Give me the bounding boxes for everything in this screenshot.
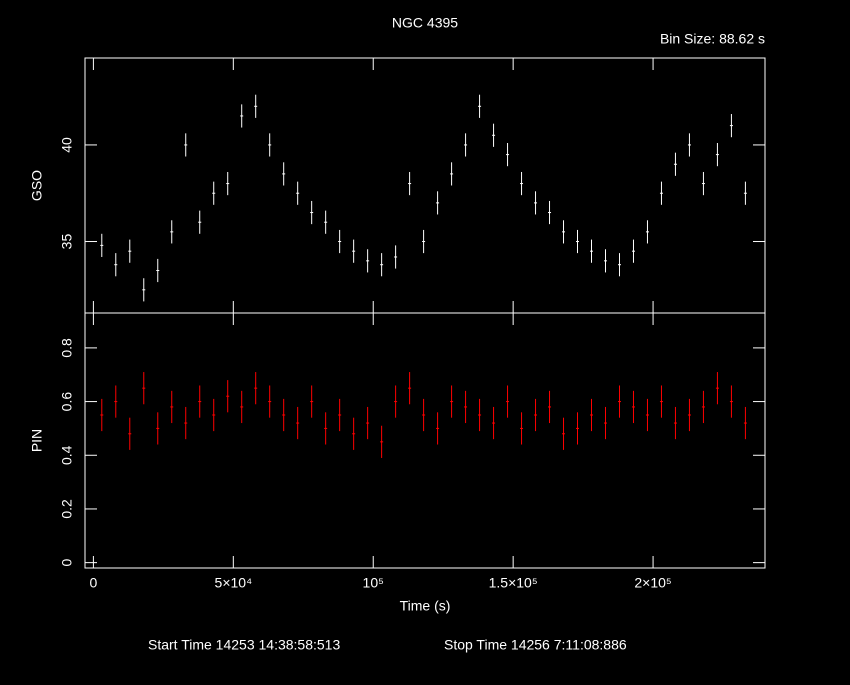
x-tick-label: 1.5×10⁵ (489, 575, 538, 591)
start-time: Start Time 14253 14:38:58:513 (148, 637, 340, 653)
y-tick-label: 0.6 (59, 392, 75, 412)
bin-size: Bin Size: 88.62 s (660, 31, 765, 47)
y-tick-label: 0.8 (59, 338, 75, 358)
x-tick-label: 10⁵ (363, 575, 384, 591)
y-tick-label: 40 (59, 137, 75, 153)
chart-title: NGC 4395 (392, 15, 458, 31)
x-tick-label: 0 (89, 575, 97, 591)
y-tick-label: 0.4 (59, 445, 75, 465)
y-tick-label: 35 (59, 234, 75, 250)
panel-frame (84, 312, 766, 569)
x-tick-label: 2×10⁵ (634, 575, 671, 591)
y-axis-label: PIN (29, 429, 45, 452)
stop-time: Stop Time 14256 7:11:08:886 (444, 637, 627, 653)
y-tick-label: 0 (59, 559, 75, 567)
y-tick-label: 0.2 (59, 499, 75, 519)
x-tick-label: 5×10⁴ (215, 575, 253, 591)
y-axis-label: GSO (29, 170, 45, 201)
x-axis-label: Time (s) (400, 598, 451, 614)
